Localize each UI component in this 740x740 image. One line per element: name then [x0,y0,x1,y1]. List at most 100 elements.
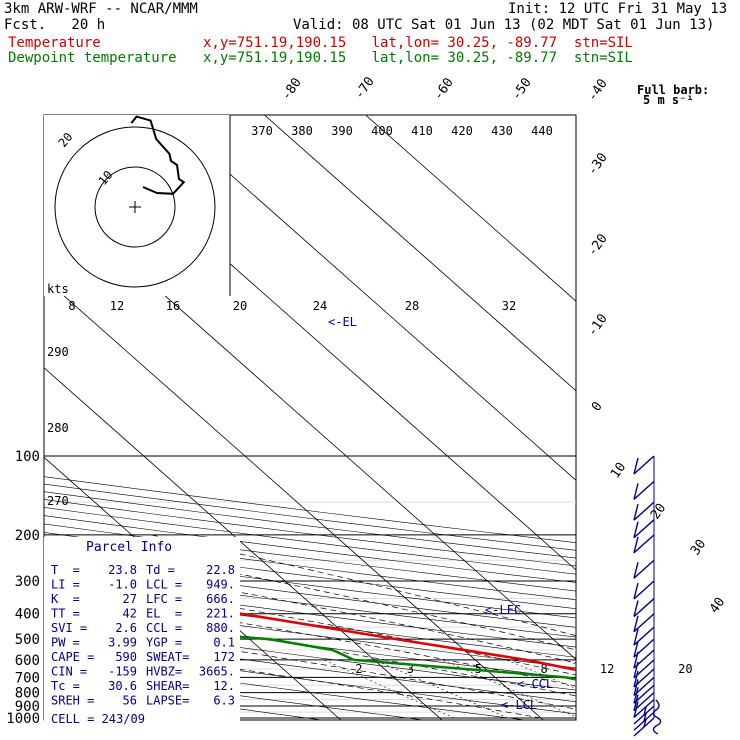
parcel-field-label: CAPE = [51,650,94,664]
isotherm-label: -10 [585,311,611,339]
parcel-field-label: CIN = [51,665,87,679]
mixing-ratio-line [323,659,455,719]
theta-label: 370 [251,124,273,138]
parcel-field-label: Tc = [51,679,80,693]
dry-adiabat [44,499,576,567]
parcel-info-box: Parcel Info T = 23.8 Td = 22.8 LI = -1.0 LCL =… [44,537,240,727]
parcel-field-value: 3.99 [108,636,137,650]
isotherm [0,115,37,720]
parcel-field-label: SVI = [51,621,87,635]
moist-adiabat [44,621,576,710]
hodograph-ring-20 [54,126,216,288]
parcel-field-value: 22.8 [206,563,235,577]
parcel-field-label: T = [51,563,80,577]
parcel-field-label: PW = [51,636,80,650]
isotherm-label: 20 [648,501,669,522]
pressure-label-800: 800 [15,686,40,702]
dry-adiabat [44,507,576,575]
parcel-field-value: 949. [206,578,235,592]
parcel-field-label: SREH = [51,694,94,708]
wind-barb [633,649,655,669]
pw-scale-label: 32 [502,299,516,313]
isotherm [264,115,576,392]
surface-barb-mark [652,699,662,735]
parcel-field-label: LI = [51,578,80,592]
pw-scale-label: 24 [313,299,327,313]
pw-scale-label: 20 [233,299,247,313]
parcel-field-value: 221. [206,607,235,621]
wind-barb [633,626,655,646]
dry-adiabat [44,655,528,720]
wind-barbs [633,455,662,737]
parcel-cell: CELL = 243/09 [51,712,145,726]
parcel-field-label: HVBZ= [146,665,182,679]
wind-barb [633,519,655,539]
wind-barb [633,598,655,618]
theta-label: 400 [371,124,393,138]
dry-adiabat [44,523,576,592]
pressure-label-400: 400 [15,607,40,623]
theta-label: 420 [451,124,473,138]
dry-adiabat [44,668,426,720]
hodograph-trace [130,115,186,195]
theta-label: 390 [331,124,353,138]
wind-barb [633,659,655,679]
theta-low-label: 270 [47,494,69,508]
level-marker: <-EL [328,315,357,329]
isotherm-label: 0 [589,399,606,414]
theta-label: 440 [531,124,553,138]
isotherm-label: -30 [585,150,611,178]
dry-adiabat [44,588,576,658]
mixing-ratio-label: 5 [475,662,482,676]
wind-barb [633,501,655,521]
parcel-info-title: Parcel Info [86,540,172,555]
mixing-ratio-label: 2 [355,662,362,676]
wind-barb [633,692,655,712]
theta-label: 430 [491,124,513,138]
parcel-field-label: SWEAT= [146,650,189,664]
wind-barb [633,705,655,725]
pressure-label-700: 700 [15,670,40,686]
hodograph-ring-10 [94,166,176,248]
dry-adiabat [44,515,576,583]
parcel-field-label: EL = [146,607,182,621]
pressure-label-900: 900 [15,699,40,715]
moist-adiabat [44,590,576,687]
wind-barb [633,684,655,704]
parcel-field-value: -1.0 [108,578,137,592]
mixing-ratio-label: 20 [678,662,692,676]
parcel-field-label: K = [51,592,80,606]
forecast-hour: Fcst. 20 h [4,17,106,33]
isotherm-label: -70 [352,74,378,102]
isotherm-label: 40 [707,595,728,616]
wind-barb [633,480,655,500]
dewpoint-profile [44,618,576,681]
parcel-field-value: -159 [108,665,137,679]
pressure-label-500: 500 [15,632,40,648]
isotherm [44,367,443,720]
parcel-field-label: SHEAR= [146,679,189,693]
theta-label: 380 [291,124,313,138]
init-time: Init: 12 UTC Fri 31 May 13 [508,1,728,17]
wind-barb [633,676,655,696]
dry-adiabat [44,609,576,680]
pw-scale-label: 16 [166,299,180,313]
isotherm-label: -80 [279,75,305,103]
theta-low-label: 280 [47,421,69,435]
parcel-field-value: 6.3 [213,694,235,708]
mixing-ratio-label: 12 [600,662,614,676]
pw-scale-label: 8 [68,299,75,313]
mixing-ratio-line [374,659,508,719]
level-marker: <-CCL [517,677,553,691]
barb-legend-title: Full barb: [637,83,709,97]
dry-adiabat [44,532,576,601]
wind-barb [633,455,655,475]
dry-adiabat [44,598,576,669]
parcel-field-value: 2.6 [115,621,137,635]
parcel-field-value: 42 [123,607,137,621]
isotherm-label: -50 [509,75,535,103]
parcel-field-value: 56 [123,694,137,708]
temperature-profile [44,580,576,672]
isotherm-label: -60 [431,75,457,103]
pw-scale-label: 12 [110,299,124,313]
